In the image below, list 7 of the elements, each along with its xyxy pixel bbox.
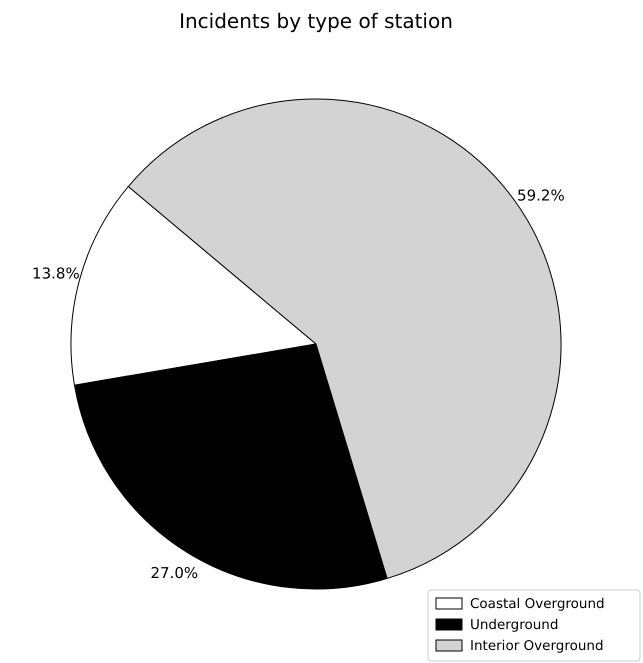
data-label: 13.8% [32,264,80,283]
chart-title: Incidents by type of station [179,9,453,33]
legend-label: Coastal Overground [470,596,605,612]
data-label: 59.2% [517,186,565,204]
legend-label: Underground [470,617,558,633]
data-label: 27.0% [150,564,198,582]
legend-label: Interior Overground [470,638,604,654]
